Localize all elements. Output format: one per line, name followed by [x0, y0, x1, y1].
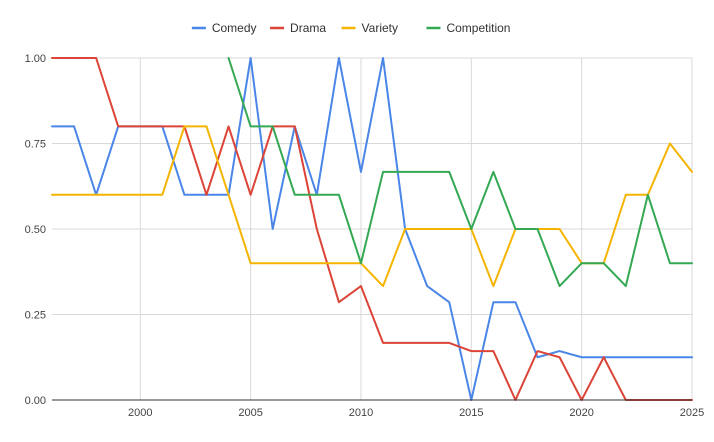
x-tick-label: 2010 — [349, 407, 373, 419]
y-axis-ticks: 0.00 0.25 0.50 0.75 1.00 — [25, 53, 46, 407]
series-line-drama — [51, 57, 693, 401]
x-axis-ticks: 2000 2005 2010 2015 2020 2025 — [128, 407, 704, 419]
legend-item-drama: Drama — [270, 21, 326, 35]
y-tick-label: 0.50 — [25, 224, 46, 236]
legend-label: Variety — [362, 21, 398, 35]
x-tick-label: 2015 — [459, 407, 483, 419]
legend-item-comedy: Comedy — [191, 21, 257, 35]
y-tick-label: 0.00 — [25, 395, 46, 407]
legend-label: Comedy — [212, 21, 257, 35]
series-line-variety — [51, 125, 693, 288]
legend-label: Drama — [290, 21, 326, 35]
legend-label: Competition — [446, 21, 510, 35]
x-tick-label: 2020 — [569, 407, 593, 419]
y-tick-label: 1.00 — [25, 53, 46, 65]
chart-series — [51, 57, 693, 401]
x-tick-label: 2025 — [680, 407, 704, 419]
legend-item-competition: Competition — [426, 21, 510, 35]
y-tick-label: 0.75 — [25, 139, 46, 151]
chart-gridlines — [52, 57, 693, 400]
x-tick-label: 2005 — [238, 407, 262, 419]
chart-legend: Comedy Drama Variety Competition — [191, 21, 510, 35]
x-tick-label: 2000 — [128, 407, 152, 419]
legend-item-variety: Variety — [341, 21, 398, 35]
series-line-competition — [227, 57, 693, 288]
y-tick-label: 0.25 — [25, 310, 46, 322]
